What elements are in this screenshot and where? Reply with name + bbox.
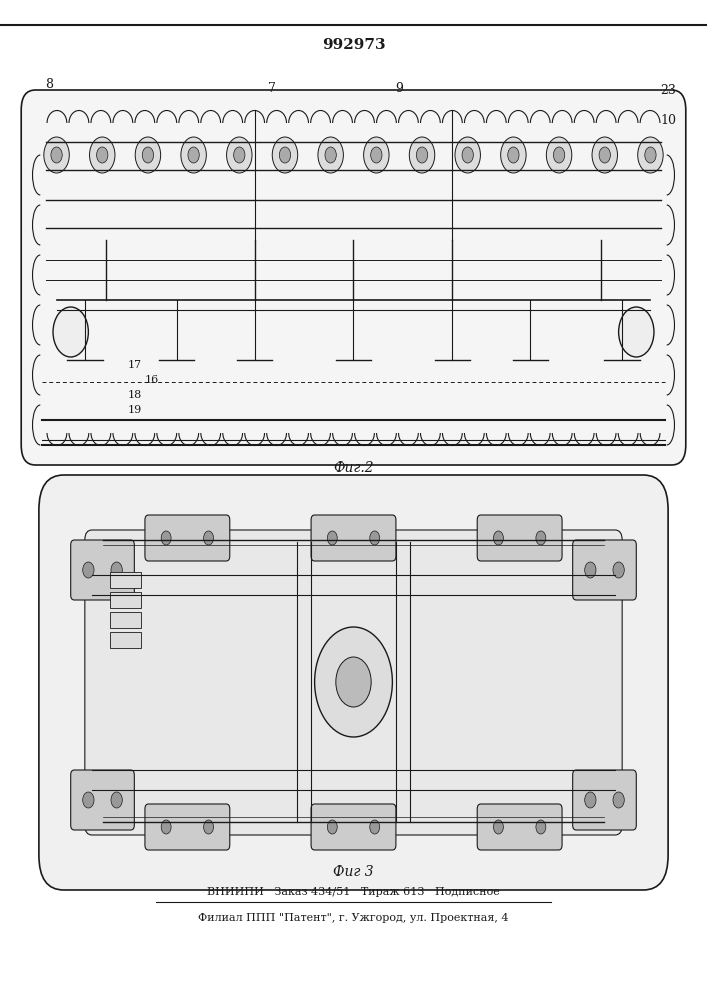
FancyBboxPatch shape [311, 515, 396, 561]
Circle shape [455, 137, 481, 173]
Circle shape [638, 137, 663, 173]
Circle shape [536, 531, 546, 545]
Text: 8: 8 [45, 79, 54, 92]
Circle shape [327, 531, 337, 545]
Circle shape [226, 137, 252, 173]
Circle shape [370, 820, 380, 834]
Circle shape [204, 820, 214, 834]
FancyBboxPatch shape [39, 475, 668, 890]
FancyBboxPatch shape [573, 540, 636, 600]
Circle shape [585, 562, 596, 578]
Circle shape [416, 147, 428, 163]
Circle shape [135, 137, 160, 173]
Text: Филиал ППП "Патент", г. Ужгород, ул. Проектная, 4: Филиал ППП "Патент", г. Ужгород, ул. Про… [198, 913, 509, 923]
Circle shape [83, 562, 94, 578]
Text: 17: 17 [127, 360, 141, 370]
Circle shape [645, 147, 656, 163]
FancyBboxPatch shape [21, 90, 686, 465]
Text: 18: 18 [127, 390, 141, 400]
FancyBboxPatch shape [477, 804, 562, 850]
Circle shape [536, 820, 546, 834]
Circle shape [188, 147, 199, 163]
Bar [110, 612, 141, 628]
Circle shape [363, 137, 389, 173]
Circle shape [585, 792, 596, 808]
Text: 10: 10 [660, 113, 676, 126]
FancyBboxPatch shape [145, 804, 230, 850]
Circle shape [336, 657, 371, 707]
Circle shape [554, 147, 565, 163]
Text: ВНИИПИ   Заказ 434/51   Тираж 613   Подписное: ВНИИПИ Заказ 434/51 Тираж 613 Подписное [207, 887, 500, 897]
Circle shape [370, 531, 380, 545]
Circle shape [51, 147, 62, 163]
Bar [110, 572, 141, 588]
Circle shape [90, 137, 115, 173]
FancyBboxPatch shape [573, 770, 636, 830]
Circle shape [613, 792, 624, 808]
Text: Фиг.2: Фиг.2 [333, 461, 374, 475]
Circle shape [613, 562, 624, 578]
Circle shape [44, 137, 69, 173]
Text: 16: 16 [145, 375, 159, 385]
Circle shape [619, 307, 654, 357]
Circle shape [204, 531, 214, 545]
FancyBboxPatch shape [71, 540, 134, 600]
FancyBboxPatch shape [145, 515, 230, 561]
Text: 23: 23 [660, 84, 676, 97]
Bar [110, 592, 141, 608]
Text: 9: 9 [395, 82, 404, 95]
Text: 19: 19 [127, 405, 141, 415]
Circle shape [83, 792, 94, 808]
FancyBboxPatch shape [85, 530, 622, 835]
Circle shape [142, 147, 153, 163]
Circle shape [318, 137, 344, 173]
FancyBboxPatch shape [477, 515, 562, 561]
Circle shape [592, 137, 617, 173]
Circle shape [493, 531, 503, 545]
Circle shape [493, 820, 503, 834]
Circle shape [462, 147, 474, 163]
Circle shape [325, 147, 337, 163]
Circle shape [508, 147, 519, 163]
Circle shape [370, 147, 382, 163]
Circle shape [279, 147, 291, 163]
Circle shape [111, 562, 122, 578]
Circle shape [53, 307, 88, 357]
Circle shape [547, 137, 572, 173]
Bar [110, 632, 141, 648]
Circle shape [501, 137, 526, 173]
Circle shape [97, 147, 108, 163]
FancyBboxPatch shape [311, 804, 396, 850]
Circle shape [327, 820, 337, 834]
Circle shape [161, 531, 171, 545]
Circle shape [599, 147, 610, 163]
Circle shape [233, 147, 245, 163]
Text: 7: 7 [268, 82, 276, 95]
Text: 992973: 992973 [322, 38, 385, 52]
Circle shape [161, 820, 171, 834]
Circle shape [409, 137, 435, 173]
FancyBboxPatch shape [71, 770, 134, 830]
Circle shape [272, 137, 298, 173]
Circle shape [111, 792, 122, 808]
Circle shape [315, 627, 392, 737]
Text: Фиг 3: Фиг 3 [333, 865, 374, 879]
Circle shape [181, 137, 206, 173]
